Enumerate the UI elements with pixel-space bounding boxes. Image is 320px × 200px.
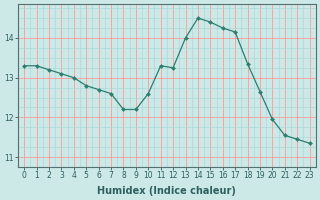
- X-axis label: Humidex (Indice chaleur): Humidex (Indice chaleur): [98, 186, 236, 196]
